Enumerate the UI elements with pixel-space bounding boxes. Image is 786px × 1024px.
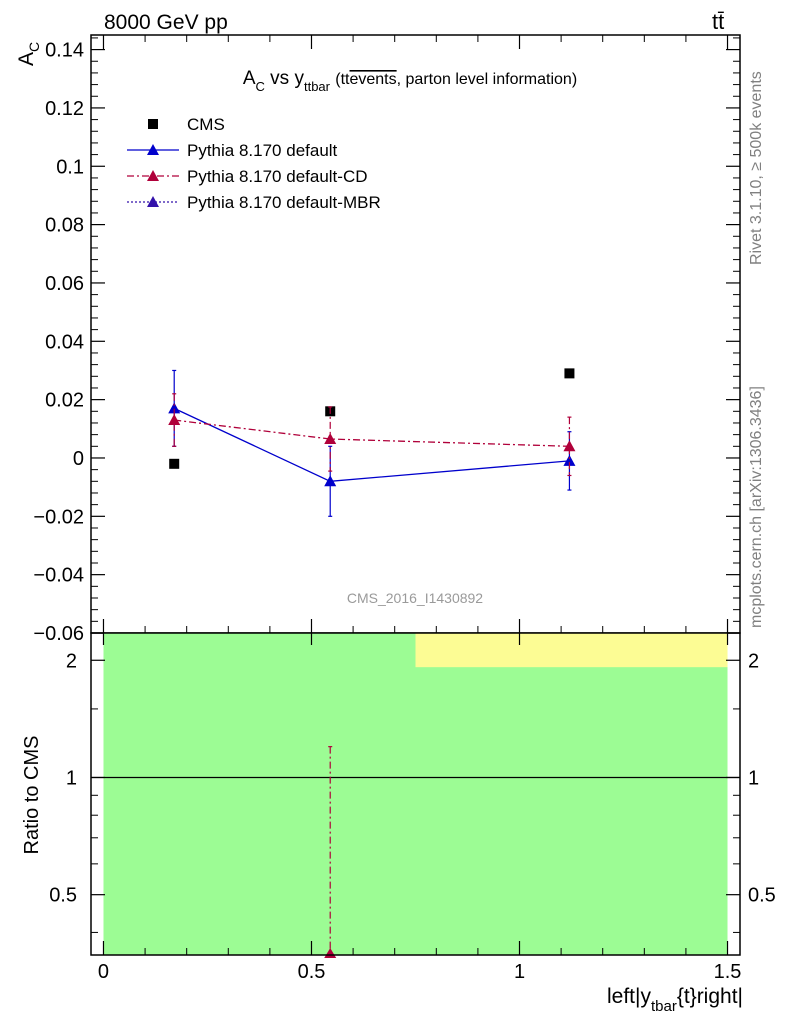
y-tick-label: 0.08 xyxy=(45,215,84,237)
mcplots-label: mcplots.cern.ch [arXiv:1306.3436] xyxy=(748,386,765,628)
series-line xyxy=(173,407,570,482)
ratio-frame xyxy=(90,632,741,956)
y-tick-label: 0.06 xyxy=(45,273,84,295)
main-title: AC vs yttbar (ttevents, parton level inf… xyxy=(243,68,577,94)
legend-label: Pythia 8.170 default xyxy=(187,141,338,160)
legend-marker xyxy=(147,144,159,155)
legend-marker xyxy=(147,196,159,207)
y-tick-label: −0.04 xyxy=(33,565,84,587)
ratio-panel: 0.5 0.5 1 1 2 2 Ratio to CMS 0 0.5 1 1.5 left|yt… xyxy=(21,35,776,1015)
ratio-tick-label-right: 0.5 xyxy=(748,885,776,907)
main-series xyxy=(168,368,576,517)
legend-label: Pythia 8.170 default-MBR xyxy=(187,193,381,212)
legend-label: CMS xyxy=(187,115,225,134)
x-ticks: 0 0.5 1 1.5 xyxy=(98,35,742,983)
ratio-tick-label: 0.5 xyxy=(49,885,77,907)
legend: CMS Pythia 8.170 default Pythia 8.170 defa… xyxy=(127,115,381,212)
collision-energy-label: 8000 GeV pp xyxy=(104,11,228,34)
y-tick-label: 0.14 xyxy=(45,40,84,62)
process-label: tt̄ xyxy=(712,9,724,34)
ratio-tick-label: 1 xyxy=(66,767,77,789)
mc-point xyxy=(168,414,181,426)
uncertainty-band xyxy=(415,633,728,668)
mc-point xyxy=(324,433,337,445)
mc-point xyxy=(563,440,576,452)
y-tick-label: −0.02 xyxy=(33,506,84,528)
x-axis-title: left|ytbar{t}right| xyxy=(607,985,743,1015)
ratio-y-axis-title: Ratio to CMS xyxy=(21,736,43,855)
legend-marker xyxy=(148,119,158,129)
series-line xyxy=(174,419,570,447)
mc-point xyxy=(324,475,337,487)
main-y-ticks: −0.06 −0.04 −0.02 0 0.02 0.04 0.06 0.08 0.1 0.12 0… xyxy=(33,37,740,645)
x-tick-label: 0.5 xyxy=(298,961,326,983)
y-tick-label: 0.1 xyxy=(56,156,84,178)
ratio-ticks: 0.5 0.5 1 1 2 2 xyxy=(49,650,776,933)
rivet-version-label: Rivet 3.1.10, ≥ 500k events xyxy=(748,71,765,265)
y-tick-label: −0.06 xyxy=(33,623,84,645)
ratio-tick-label: 2 xyxy=(66,650,77,672)
main-panel: AC vs yttbar (ttevents, parton level inf… xyxy=(15,34,741,645)
uncertainty-band xyxy=(103,633,728,955)
analysis-watermark: CMS_2016_I1430892 xyxy=(347,590,483,606)
data-point xyxy=(169,458,180,469)
mc-point xyxy=(168,402,181,414)
x-tick-label: 1 xyxy=(514,961,525,983)
legend-label: Pythia 8.170 default-CD xyxy=(187,167,368,186)
x-tick-label: 0 xyxy=(98,961,109,983)
y-tick-label: 0.12 xyxy=(45,98,84,120)
y-tick-label: 0 xyxy=(73,448,84,470)
y-tick-label: 0.02 xyxy=(45,390,84,412)
x-tick-label: 1.5 xyxy=(714,961,742,983)
ratio-tick-label-right: 1 xyxy=(748,767,759,789)
y-axis-title: AC xyxy=(15,42,42,66)
legend-marker xyxy=(147,170,159,181)
y-tick-label: 0.04 xyxy=(45,331,84,353)
mc-point xyxy=(563,454,576,466)
data-point xyxy=(564,368,575,379)
ratio-tick-label-right: 2 xyxy=(748,650,759,672)
ratio-bands xyxy=(103,633,728,955)
